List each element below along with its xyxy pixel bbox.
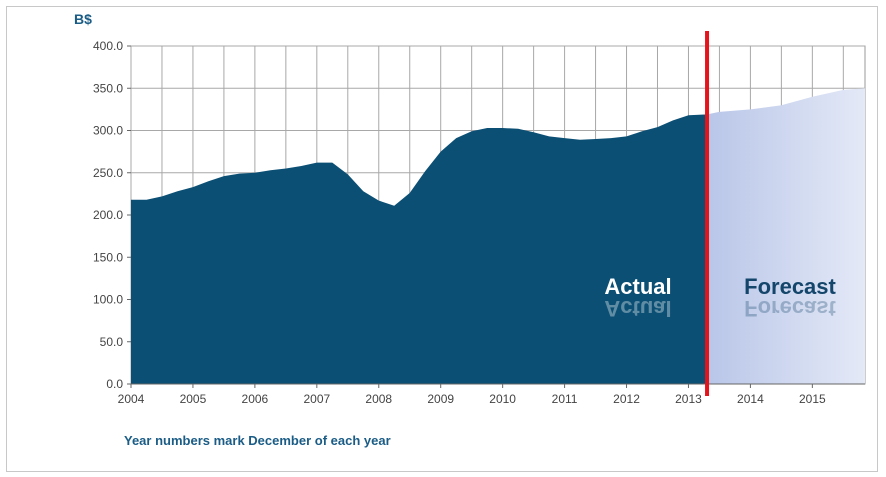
region-labels: Actual Actual Forecast Forecast (604, 274, 836, 321)
y-tick-label: 300.0 (93, 124, 123, 138)
y-tick-label: 250.0 (93, 166, 123, 180)
forecast-label-reflection: Forecast (744, 296, 836, 321)
x-tick-label: 2005 (180, 392, 207, 406)
forecast-label: Forecast (744, 274, 836, 299)
x-tick-label: 2011 (552, 392, 578, 406)
y-tick-label: 0.0 (106, 377, 123, 391)
y-tick-label: 150.0 (93, 250, 123, 264)
data-areas (131, 88, 865, 385)
x-tick-label: 2015 (799, 392, 826, 406)
y-tick-label: 50.0 (100, 335, 124, 349)
y-axis: 0.0 50.0 100.0 150.0 200.0 250.0 300.0 350.0 400… (93, 39, 131, 391)
y-tick-label: 350.0 (93, 81, 123, 95)
x-tick-label: 2010 (489, 392, 516, 406)
y-tick-label: 100.0 (93, 293, 123, 307)
y-tick-label: 200.0 (93, 208, 123, 222)
y-tick-label: 400.0 (93, 39, 123, 53)
forecast-area (707, 88, 865, 385)
actual-label: Actual (604, 274, 671, 299)
x-tick-label: 2009 (427, 392, 454, 406)
x-tick-label: 2014 (737, 392, 764, 406)
x-axis: 2004 2005 2006 2007 2008 2009 2010 2011 2012 2013… (118, 383, 865, 406)
x-tick-label: 2013 (675, 392, 702, 406)
y-unit-label: B$ (74, 11, 92, 27)
actual-label-reflection: Actual (604, 296, 671, 321)
x-tick-label: 2008 (365, 392, 392, 406)
x-tick-label: 2006 (242, 392, 269, 406)
actual-area (131, 114, 708, 385)
x-tick-label: 2007 (303, 392, 330, 406)
x-tick-label: 2012 (613, 392, 640, 406)
x-axis-note: Year numbers mark December of each year (124, 433, 391, 448)
x-tick-label: 2004 (118, 392, 145, 406)
